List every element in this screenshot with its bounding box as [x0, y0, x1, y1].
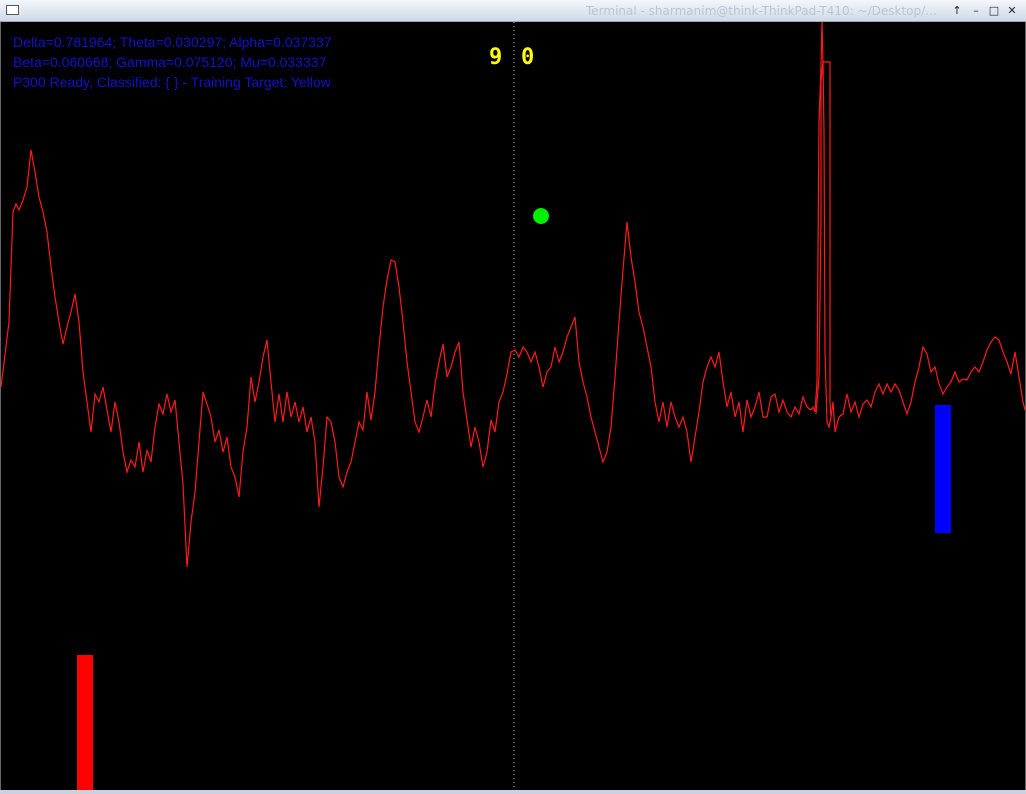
right-paddle: [935, 405, 951, 533]
window-title: Terminal - sharmanim@think-ThinkPad-T410…: [586, 4, 938, 18]
window-bottom-border: [0, 790, 1026, 794]
p300-status-line: P300 Ready, Classified: { } - Training T…: [13, 74, 331, 90]
left-paddle: [77, 655, 93, 792]
minimize-button[interactable]: –: [973, 4, 979, 17]
title-bar[interactable]: Terminal - sharmanim@think-ThinkPad-T410…: [0, 0, 1026, 22]
window-menu-icon[interactable]: [6, 5, 19, 15]
shade-button[interactable]: ↑: [952, 4, 962, 17]
band-power-line-1: Delta=0.781964; Theta=0.030297; Alpha=0.…: [13, 34, 332, 50]
maximize-button[interactable]: □: [988, 4, 1000, 17]
left-score: 9: [489, 45, 503, 70]
close-button[interactable]: ✕: [1007, 4, 1017, 17]
band-power-line-2: Beta=0.060668; Gamma=0.075120; Mu=0.0333…: [13, 54, 327, 70]
eeg-spike-trace: [815, 61, 832, 418]
eeg-signal-trace: [1, 22, 1025, 568]
ball: [533, 208, 549, 224]
game-graphics: [1, 22, 1025, 792]
game-canvas[interactable]: Delta=0.781964; Theta=0.030297; Alpha=0.…: [0, 22, 1026, 792]
right-score: 0: [521, 45, 535, 70]
